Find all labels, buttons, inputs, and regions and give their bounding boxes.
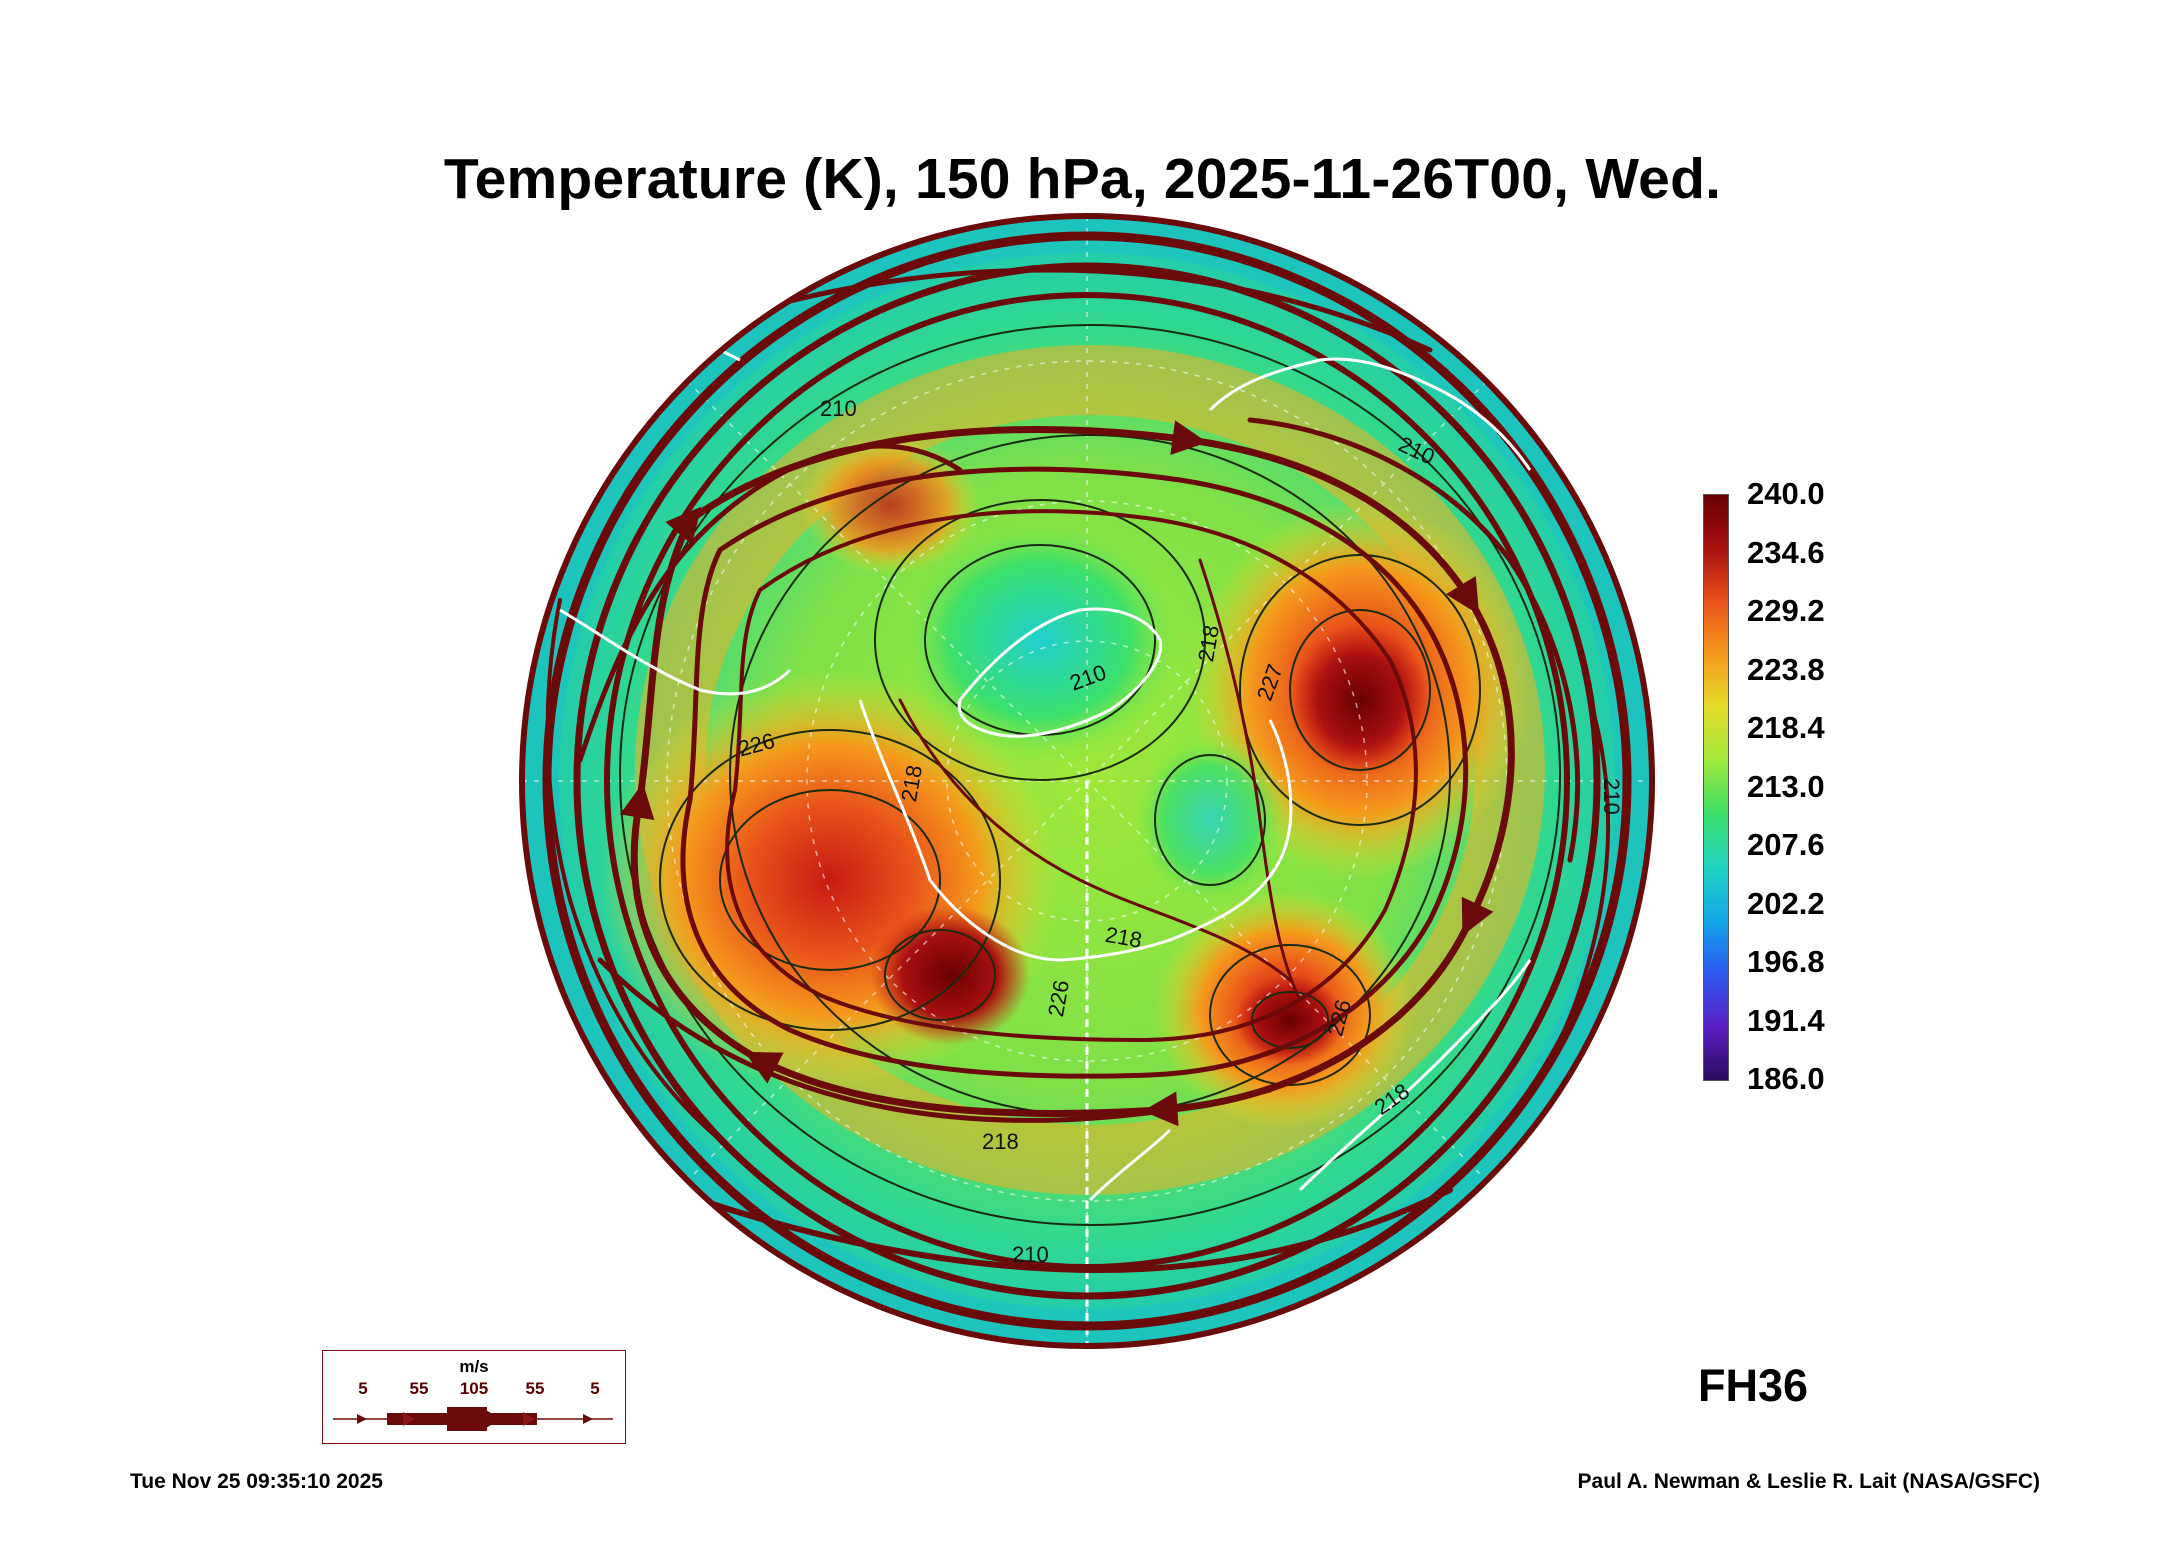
forecast-hour: FH36	[1698, 1360, 1809, 1411]
wind-streamlines	[542, 231, 1632, 1331]
colorbar-label: 223.8	[1747, 651, 1825, 687]
wind-key-speed: 55	[525, 1379, 545, 1398]
wind-key-speed: 105	[459, 1379, 489, 1398]
contour-labels: 210 210 210 210 210 218 218 218 218 226 …	[735, 396, 1624, 1267]
wind-key-graphic	[333, 1407, 613, 1431]
colorbar-label: 218.4	[1747, 710, 1825, 745]
wind-speed-key: m/s 5 55 105 55 5	[322, 1350, 626, 1444]
colorbar-label: 186.0	[1747, 1061, 1825, 1096]
contour-label: 210	[1012, 1242, 1049, 1267]
colorbar-label: 234.6	[1747, 534, 1825, 570]
wind-key-speed: 5	[358, 1379, 368, 1398]
wind-key-speed: 55	[409, 1379, 429, 1398]
credit-line: Paul A. Newman & Leslie R. Lait (NASA/GS…	[1577, 1470, 2040, 1493]
colorbar-label: 207.6	[1747, 827, 1825, 862]
colorbar-label: 196.8	[1747, 944, 1825, 979]
wind-key-unit: m/s	[459, 1357, 489, 1376]
colorbar-label: 229.2	[1747, 593, 1825, 628]
colorbar-label: 213.0	[1747, 768, 1825, 804]
contour-label: 210	[820, 396, 857, 421]
colorbar-label: 191.4	[1747, 1002, 1825, 1038]
contour-label: 210	[1599, 778, 1624, 815]
contour-label: 218	[982, 1129, 1019, 1154]
colorbar-label: 240.0	[1747, 476, 1825, 511]
colorbar-label: 202.2	[1747, 885, 1825, 921]
wind-key-speed: 5	[590, 1379, 600, 1398]
chart-title: Temperature (K), 150 hPa, 2025-11-26T00,…	[443, 147, 1722, 211]
colorbar	[1703, 494, 1729, 1081]
render-timestamp: Tue Nov 25 09:35:10 2025	[130, 1470, 383, 1493]
